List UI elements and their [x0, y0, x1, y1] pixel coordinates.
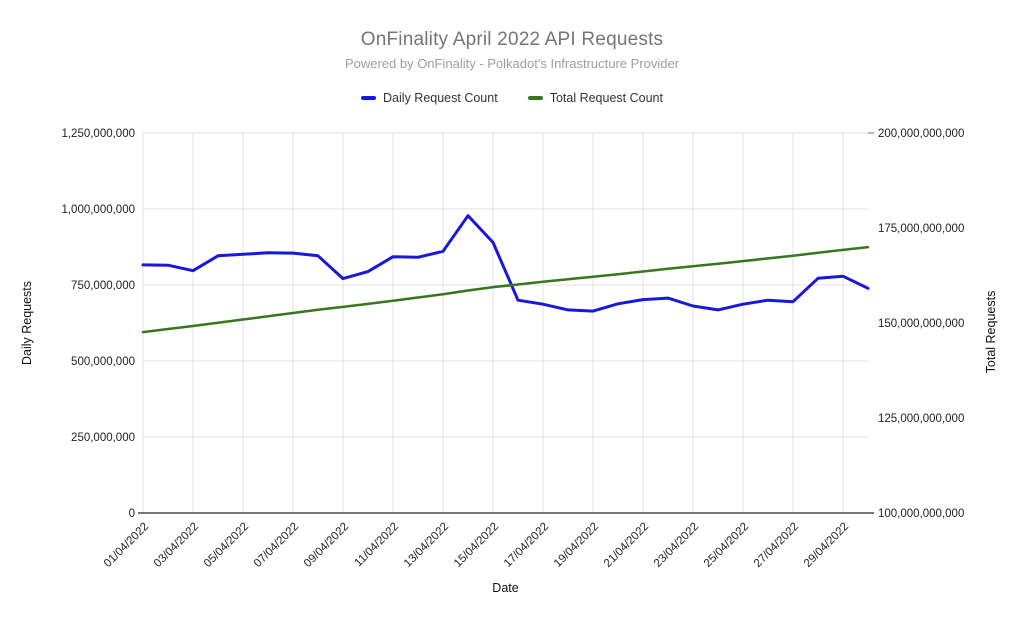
chart-subtitle: Powered by OnFinality - Polkadot's Infra…	[344, 56, 680, 71]
x-axis-tick-labels: 01/04/2022 03/04/2022 05/04/2022 07/04/2022…	[102, 521, 851, 570]
svg-text:11/04/2022: 11/04/2022	[353, 521, 402, 570]
svg-text:175,000,000,000: 175,000,000,000	[878, 223, 964, 235]
svg-text:13/04/2022: 13/04/2022	[402, 521, 451, 570]
svg-text:03/04/2022: 03/04/2022	[152, 521, 201, 570]
chart-title: OnFinality April 2022 API Requests	[360, 29, 664, 50]
svg-text:100,000,000,000: 100,000,000,000	[878, 508, 964, 520]
legend-item-daily: Daily Request Count	[361, 91, 498, 105]
left-axis-tick-labels: 0 250,000,000 500,000,000 750,000,000 1,000,…	[61, 128, 135, 520]
svg-text:150,000,000,000: 150,000,000,000	[878, 318, 964, 330]
svg-text:750,000,000: 750,000,000	[71, 280, 135, 292]
legend-item-total: Total Request Count	[527, 91, 663, 105]
svg-text:09/04/2022: 09/04/2022	[302, 521, 351, 570]
daily-series-swatch-icon	[361, 96, 377, 100]
svg-text:200,000,000,000: 200,000,000,000	[878, 128, 964, 140]
legend: Daily Request Count Total Request Count	[0, 91, 1024, 105]
svg-text:500,000,000: 500,000,000	[71, 356, 135, 368]
svg-text:250,000,000: 250,000,000	[71, 432, 135, 444]
svg-text:1,000,000,000: 1,000,000,000	[61, 204, 135, 216]
svg-text:19/04/2022: 19/04/2022	[552, 521, 601, 570]
x-axis-title: Date	[492, 581, 519, 595]
svg-text:0: 0	[129, 508, 135, 520]
right-axis-tick-labels: 100,000,000,000 125,000,000,000 150,000,00…	[878, 128, 964, 520]
svg-text:29/04/2022: 29/04/2022	[802, 521, 851, 570]
svg-text:15/04/2022: 15/04/2022	[452, 521, 501, 570]
svg-text:23/04/2022: 23/04/2022	[652, 521, 701, 570]
series-line-daily	[141, 214, 870, 313]
total-series-swatch-icon	[527, 96, 543, 100]
svg-text:21/04/2022: 21/04/2022	[602, 521, 651, 570]
svg-text:01/04/2022: 01/04/2022	[102, 521, 151, 570]
legend-label-daily: Daily Request Count	[383, 91, 498, 105]
gridlines	[142, 132, 874, 514]
svg-text:05/04/2022: 05/04/2022	[202, 521, 251, 570]
svg-text:27/04/2022: 27/04/2022	[752, 521, 801, 570]
series-line-total	[141, 245, 870, 334]
svg-text:125,000,000,000: 125,000,000,000	[878, 413, 964, 425]
legend-label-total: Total Request Count	[549, 91, 663, 105]
svg-text:25/04/2022: 25/04/2022	[702, 521, 751, 570]
svg-text:1,250,000,000: 1,250,000,000	[61, 128, 135, 140]
svg-text:07/04/2022: 07/04/2022	[252, 521, 301, 570]
svg-text:17/04/2022: 17/04/2022	[502, 521, 551, 570]
